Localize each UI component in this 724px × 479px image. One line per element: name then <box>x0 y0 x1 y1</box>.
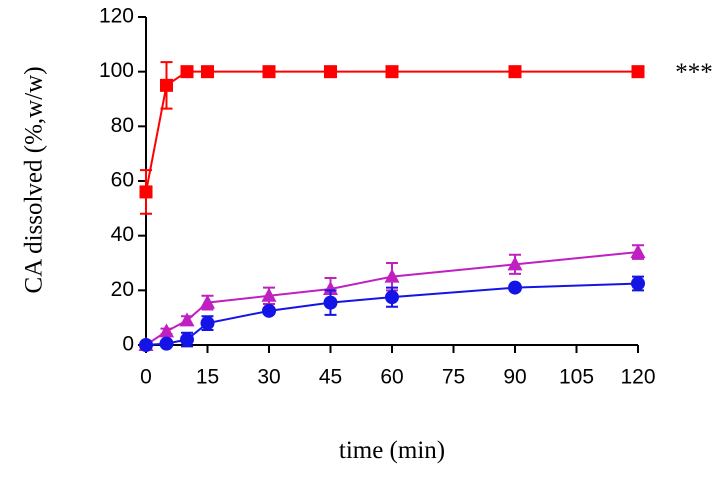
marker <box>139 185 153 199</box>
y-tick-label: 80 <box>111 114 134 137</box>
marker <box>631 65 645 79</box>
marker <box>160 78 173 92</box>
x-tick-label: 90 <box>503 366 526 389</box>
marker <box>139 338 153 352</box>
annotation: *** <box>675 59 713 86</box>
x-tick-label: 120 <box>620 366 655 389</box>
x-tick-label: 60 <box>380 366 403 389</box>
marker <box>507 256 523 271</box>
marker <box>631 276 645 291</box>
y-tick-label: 120 <box>99 5 134 28</box>
marker <box>261 287 277 302</box>
y-axis-label: CA dissolved (%,w/w) <box>21 66 48 293</box>
marker <box>200 316 215 331</box>
marker <box>159 323 174 338</box>
marker <box>180 332 194 347</box>
y-tick-label: 100 <box>99 59 134 82</box>
x-tick-label: 105 <box>559 366 594 389</box>
x-tick-label: 30 <box>257 366 280 389</box>
marker <box>385 290 399 305</box>
marker <box>323 295 338 310</box>
marker <box>324 65 337 79</box>
marker <box>630 244 646 259</box>
marker <box>385 65 399 79</box>
marker <box>200 294 215 309</box>
marker <box>384 268 400 283</box>
y-tick-label: 0 <box>122 333 134 356</box>
x-tick-label: 15 <box>196 366 219 389</box>
marker <box>180 65 194 79</box>
y-tick-label: 60 <box>111 169 134 192</box>
x-axis-label: time (min) <box>339 437 445 464</box>
y-tick-label: 40 <box>111 223 134 246</box>
x-tick-label: 75 <box>442 366 465 389</box>
marker <box>201 65 214 79</box>
marker <box>159 336 174 351</box>
series-line <box>145 70 638 193</box>
marker <box>262 303 276 318</box>
marker <box>179 312 195 327</box>
marker <box>323 280 338 295</box>
y-tick-label: 20 <box>111 278 134 301</box>
x-tick-label: 45 <box>319 366 342 389</box>
marker <box>508 65 522 79</box>
x-tick-label: 0 <box>140 366 152 389</box>
marker <box>262 65 276 79</box>
marker <box>508 280 522 295</box>
